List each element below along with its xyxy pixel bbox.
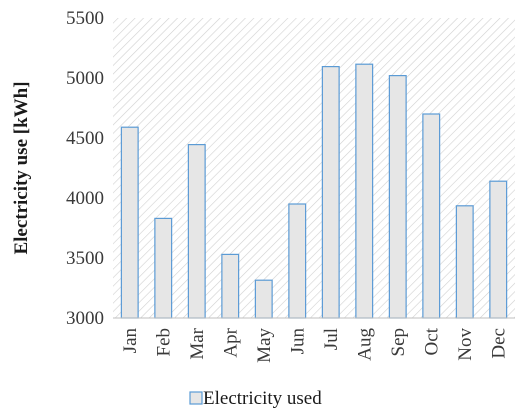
x-tick-label: Mar [187,327,208,359]
y-tick-label: 4000 [66,188,104,209]
x-tick-label: Jul [321,328,342,350]
bar-feb [155,218,172,318]
y-axis-title: Electricity use [kWh] [11,81,32,254]
bar-mar [188,145,205,318]
bar-sep [389,76,406,318]
y-tick-label: 5000 [66,68,104,89]
x-tick-label: Apr [220,327,241,357]
x-tick-label: Feb [153,328,174,357]
y-tick-label: 3000 [66,308,104,329]
x-tick-label: Nov [455,328,476,361]
y-tick-labels: 3000 3500 4000 4500 5000 5500 [66,8,104,329]
bar-jan [121,127,138,318]
bar-jun [289,204,306,318]
x-tick-label: Sep [388,328,409,357]
legend-swatch [190,392,202,404]
y-tick-label: 4500 [66,128,104,149]
x-tick-label: May [254,328,275,363]
x-tick-labels: Jan Feb Mar Apr May Jun Jul Aug Sep Oct Nov Dec [120,327,510,363]
y-tick-label: 3500 [66,248,104,269]
x-tick-label: Jun [287,328,308,355]
bar-aug [356,64,373,318]
x-tick-label: Dec [488,328,509,359]
bar-oct [423,114,440,318]
legend: Electricity used [190,388,322,409]
y-tick-label: 5500 [66,8,104,29]
x-tick-label: Aug [354,328,375,361]
bar-nov [456,206,473,318]
bar-dec [490,181,507,318]
bar-apr [222,254,239,318]
legend-label: Electricity used [203,388,322,409]
x-tick-label: Jan [120,328,141,354]
bar-jul [322,67,339,318]
bar-may [255,280,272,318]
x-tick-label: Oct [421,327,442,355]
plot-area [113,18,515,318]
